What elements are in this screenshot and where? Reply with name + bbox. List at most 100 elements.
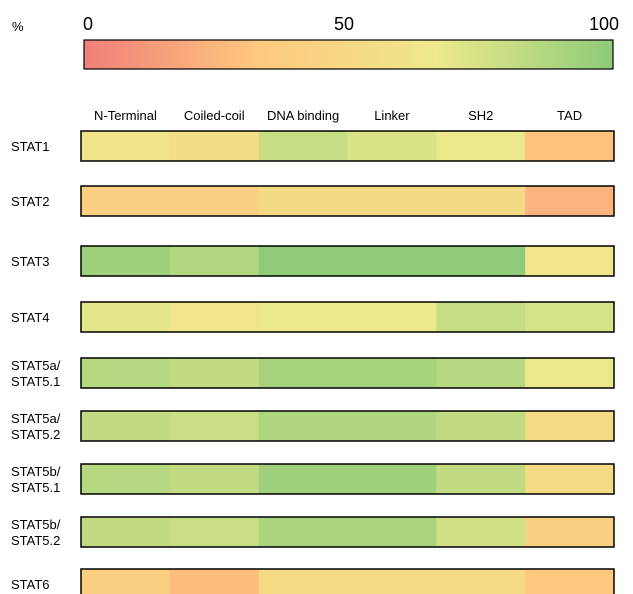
heatmap-cell (525, 131, 615, 161)
row-label: STAT5b/ (11, 464, 61, 479)
row-label: STAT5.2 (11, 427, 60, 442)
column-header: DNA binding (267, 108, 339, 123)
heatmap-cell (525, 517, 615, 547)
row-border (80, 130, 615, 162)
row-border (80, 245, 615, 277)
row-label: STAT4 (11, 310, 50, 325)
row-border (80, 301, 615, 333)
heatmap-cell (525, 569, 615, 594)
colorbar-tick-label: 0 (83, 14, 93, 34)
heatmap-row: STAT4 (11, 301, 615, 333)
column-header: TAD (557, 108, 582, 123)
heatmap-cell (258, 464, 348, 494)
heatmap-cell (436, 517, 526, 547)
heatmap-cell (169, 411, 260, 441)
heatmap-cell (436, 131, 526, 161)
heatmap-cell (347, 246, 437, 276)
heatmap-row: STAT5b/STAT5.2 (11, 516, 615, 548)
colorbar-tick-label: 100 (589, 14, 619, 34)
colorbar-unit-label: % (12, 19, 24, 34)
colorbar-tick-label: 50 (334, 14, 354, 34)
heatmap-cell (81, 186, 171, 216)
heatmap-cell (347, 517, 437, 547)
row-label: STAT5b/ (11, 517, 61, 532)
heatmap-cell (436, 302, 526, 332)
colorbar: % 0 50 100 (12, 14, 619, 70)
heatmap-cell (81, 517, 171, 547)
heatmap-cell (81, 302, 171, 332)
colorbar-gradient (83, 39, 614, 70)
heatmap-cell (258, 131, 348, 161)
row-label: STAT3 (11, 254, 50, 269)
column-header: Coiled-coil (184, 108, 245, 123)
column-header: N-Terminal (94, 108, 157, 123)
heatmap-cell (169, 517, 260, 547)
heatmap-cell (258, 517, 348, 547)
heatmap-cell (258, 358, 348, 388)
heatmap-cell (169, 302, 260, 332)
heatmap-cell (347, 131, 437, 161)
heatmap-row: STAT5a/STAT5.2 (11, 410, 615, 442)
row-label: STAT5.1 (11, 374, 60, 389)
heatmap-cell (81, 464, 171, 494)
heatmap-cell (81, 569, 171, 594)
heatmap-cell (258, 411, 348, 441)
heatmap-row: STAT5a/STAT5.1 (11, 357, 615, 389)
heatmap-cell (347, 302, 437, 332)
heatmap-cell (347, 411, 437, 441)
heatmap-cell (347, 186, 437, 216)
row-border (80, 357, 615, 389)
heatmap-cell (169, 569, 260, 594)
heatmap-cell (169, 131, 260, 161)
heatmap-cell (525, 186, 615, 216)
heatmap-rows: STAT1STAT2STAT3STAT4STAT5a/STAT5.1STAT5a… (11, 130, 615, 594)
row-label: STAT1 (11, 139, 50, 154)
heatmap-row: STAT6 (11, 568, 615, 594)
column-header: SH2 (468, 108, 493, 123)
row-border (80, 463, 615, 495)
heatmap-cell (436, 358, 526, 388)
heatmap-cell (347, 569, 437, 594)
heatmap-cell (525, 246, 615, 276)
heatmap-cell (436, 411, 526, 441)
row-label: STAT5.1 (11, 480, 60, 495)
heatmap-cell (169, 358, 260, 388)
column-headers: N-Terminal Coiled-coil DNA binding Linker SH… (94, 108, 582, 123)
heatmap-cell (525, 358, 615, 388)
row-label: STAT5a/ (11, 358, 61, 373)
row-border (80, 568, 615, 594)
heatmap-cell (81, 358, 171, 388)
row-label: STAT6 (11, 577, 50, 592)
heatmap-cell (525, 411, 615, 441)
heatmap-cell (258, 246, 348, 276)
heatmap-cell (169, 186, 260, 216)
heatmap-cell (258, 186, 348, 216)
heatmap-cell (525, 464, 615, 494)
heatmap-cell (347, 358, 437, 388)
heatmap-cell (436, 569, 526, 594)
heatmap-cell (525, 302, 615, 332)
column-header: Linker (374, 108, 410, 123)
heatmap-cell (81, 246, 171, 276)
heatmap-cell (436, 246, 526, 276)
heatmap-cell (436, 186, 526, 216)
row-label: STAT2 (11, 194, 50, 209)
heatmap-row: STAT3 (11, 245, 615, 277)
heatmap-cell (81, 411, 171, 441)
heatmap-cell (169, 464, 260, 494)
row-border (80, 185, 615, 217)
heatmap-row: STAT2 (11, 185, 615, 217)
row-border (80, 410, 615, 442)
row-border (80, 516, 615, 548)
row-label: STAT5a/ (11, 411, 61, 426)
heatmap-cell (347, 464, 437, 494)
heatmap-row: STAT1 (11, 130, 615, 162)
heatmap-cell (169, 246, 260, 276)
heatmap-cell (258, 569, 348, 594)
heatmap-row: STAT5b/STAT5.1 (11, 463, 615, 495)
heatmap-cell (436, 464, 526, 494)
heatmap-cell (258, 302, 348, 332)
heatmap-cell (81, 131, 171, 161)
row-label: STAT5.2 (11, 533, 60, 548)
